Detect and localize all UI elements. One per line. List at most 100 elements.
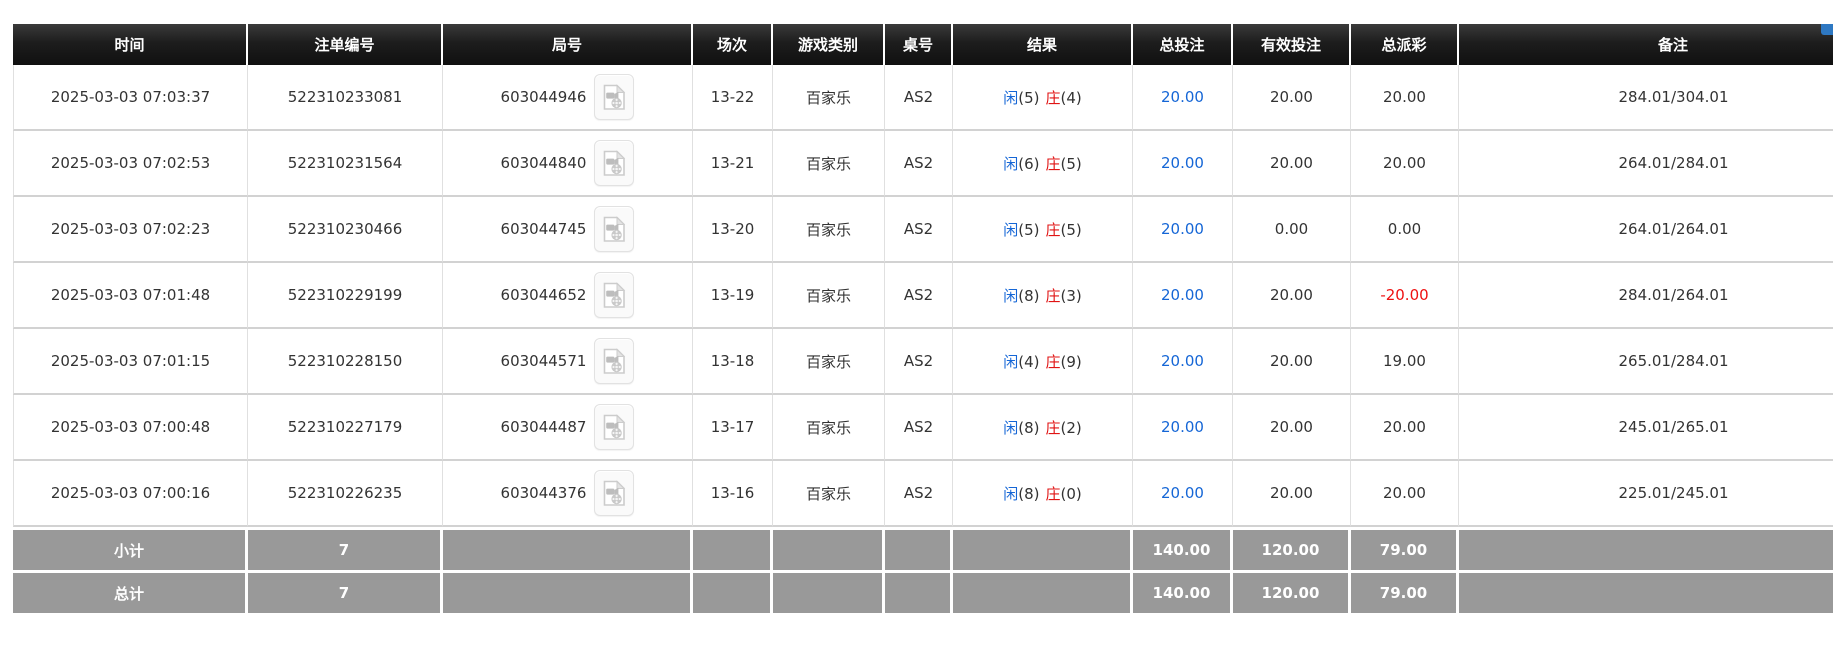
total-bet-link[interactable]: 20.00 <box>1161 286 1204 304</box>
summary-row: 小计 7 140.00 120.00 79.00 <box>13 527 1833 570</box>
total-bet-link[interactable]: 20.00 <box>1161 220 1204 238</box>
game-type-cell: 百家乐 <box>773 263 885 329</box>
valid-bet-cell: 0.00 <box>1233 197 1351 263</box>
payout-cell: 20.00 <box>1351 65 1459 131</box>
game-number: 603044652 <box>500 286 587 304</box>
column-header: 桌号 <box>885 24 953 65</box>
valid-bet-cell: 20.00 <box>1233 131 1351 197</box>
player-result-label: 闲 <box>1003 484 1019 503</box>
banker-result-label: 庄 <box>1045 484 1061 503</box>
banker-result-label: 庄 <box>1045 352 1061 371</box>
summary-payout: 79.00 <box>1351 570 1459 613</box>
player-result-label: 闲 <box>1003 286 1019 305</box>
remark-cell: 225.01/245.01 <box>1459 461 1833 527</box>
session-cell: 13-17 <box>693 395 773 461</box>
result-cell: 闲(8) 庄(2) <box>953 395 1133 461</box>
game-type-cell: 百家乐 <box>773 461 885 527</box>
table-row: 2025-03-03 07:01:48 522310229199 6030446… <box>13 263 1833 329</box>
player-result-score: (5) <box>1018 88 1040 107</box>
summary-remark-cell <box>1459 570 1833 613</box>
player-result-score: (8) <box>1018 484 1040 503</box>
game-number: 603044571 <box>500 352 587 370</box>
banker-result-label: 庄 <box>1045 88 1061 107</box>
column-header: 局号 <box>443 24 693 65</box>
summary-row: 总计 7 140.00 120.00 79.00 <box>13 570 1833 613</box>
game-type-cell: 百家乐 <box>773 131 885 197</box>
session-cell: 13-18 <box>693 329 773 395</box>
payout-cell: 0.00 <box>1351 197 1459 263</box>
session-cell: 13-21 <box>693 131 773 197</box>
result-cell: 闲(8) 庄(0) <box>953 461 1133 527</box>
player-result-score: (4) <box>1018 352 1040 371</box>
column-header: 备注 <box>1459 24 1833 65</box>
banker-result-score: (9) <box>1060 352 1082 371</box>
total-bet-link[interactable]: 20.00 <box>1161 418 1204 436</box>
video-replay-button[interactable] <box>594 272 635 318</box>
summary-payout: 79.00 <box>1351 527 1459 570</box>
game-type-cell: 百家乐 <box>773 65 885 131</box>
summary-label: 总计 <box>13 570 248 613</box>
result-cell: 闲(5) 庄(4) <box>953 65 1133 131</box>
table-header-row: 时间 注单编号 局号 场次 游戏类别 桌号 结果 总投注 有效投注 总派彩 备注 <box>13 24 1833 65</box>
player-result-label: 闲 <box>1003 352 1019 371</box>
banker-result-score: (5) <box>1060 220 1082 239</box>
column-header: 总派彩 <box>1351 24 1459 65</box>
player-result-score: (6) <box>1018 154 1040 173</box>
table-row: 2025-03-03 07:02:23 522310230466 6030447… <box>13 197 1833 263</box>
time-cell: 2025-03-03 07:02:23 <box>13 197 248 263</box>
time-cell: 2025-03-03 07:01:48 <box>13 263 248 329</box>
video-replay-button[interactable] <box>594 470 635 516</box>
banker-result-score: (3) <box>1060 286 1082 305</box>
game-number-cell: 603044487 <box>443 395 693 461</box>
session-cell: 13-22 <box>693 65 773 131</box>
banker-result-label: 庄 <box>1045 220 1061 239</box>
player-result-label: 闲 <box>1003 88 1019 107</box>
total-bet-link[interactable]: 20.00 <box>1161 352 1204 370</box>
banker-result-score: (4) <box>1060 88 1082 107</box>
game-number: 603044840 <box>500 154 587 172</box>
table-number-cell: AS2 <box>885 329 953 395</box>
banker-result-label: 庄 <box>1045 286 1061 305</box>
video-replay-button[interactable] <box>594 338 635 384</box>
payout-cell: 20.00 <box>1351 395 1459 461</box>
video-replay-button[interactable] <box>594 404 635 450</box>
table-number-cell: AS2 <box>885 461 953 527</box>
table-number-cell: AS2 <box>885 197 953 263</box>
time-cell: 2025-03-03 07:00:16 <box>13 461 248 527</box>
remark-cell: 284.01/264.01 <box>1459 263 1833 329</box>
bet-number-cell: 522310229199 <box>248 263 443 329</box>
summary-count: 7 <box>248 527 443 570</box>
remark-cell: 264.01/284.01 <box>1459 131 1833 197</box>
video-file-icon <box>603 480 626 506</box>
total-bet-link[interactable]: 20.00 <box>1161 154 1204 172</box>
payout-cell: 20.00 <box>1351 461 1459 527</box>
time-cell: 2025-03-03 07:00:48 <box>13 395 248 461</box>
table-number-cell: AS2 <box>885 65 953 131</box>
session-cell: 13-16 <box>693 461 773 527</box>
summary-total-bet: 140.00 <box>1133 570 1233 613</box>
table-number-cell: AS2 <box>885 131 953 197</box>
player-result-score: (8) <box>1018 418 1040 437</box>
game-number-cell: 603044376 <box>443 461 693 527</box>
video-replay-button[interactable] <box>594 140 635 186</box>
video-replay-button[interactable] <box>594 206 635 252</box>
column-header: 时间 <box>13 24 248 65</box>
scrollbar-fragment[interactable] <box>1821 24 1833 35</box>
table-number-cell: AS2 <box>885 395 953 461</box>
result-cell: 闲(5) 庄(5) <box>953 197 1133 263</box>
payout-cell: 20.00 <box>1351 131 1459 197</box>
column-header: 场次 <box>693 24 773 65</box>
banker-result-score: (5) <box>1060 154 1082 173</box>
payout-cell: -20.00 <box>1351 263 1459 329</box>
video-replay-button[interactable] <box>594 74 635 120</box>
summary-remark-cell <box>1459 527 1833 570</box>
result-cell: 闲(6) 庄(5) <box>953 131 1133 197</box>
column-header: 游戏类别 <box>773 24 885 65</box>
total-bet-link[interactable]: 20.00 <box>1161 88 1204 106</box>
game-number-cell: 603044840 <box>443 131 693 197</box>
summary-label: 小计 <box>13 527 248 570</box>
game-number: 603044376 <box>500 484 587 502</box>
total-bet-link[interactable]: 20.00 <box>1161 484 1204 502</box>
valid-bet-cell: 20.00 <box>1233 329 1351 395</box>
bet-history-table: 时间 注单编号 局号 场次 游戏类别 桌号 结果 总投注 有效投注 总派彩 备注 2025-03-0… <box>13 24 1833 613</box>
